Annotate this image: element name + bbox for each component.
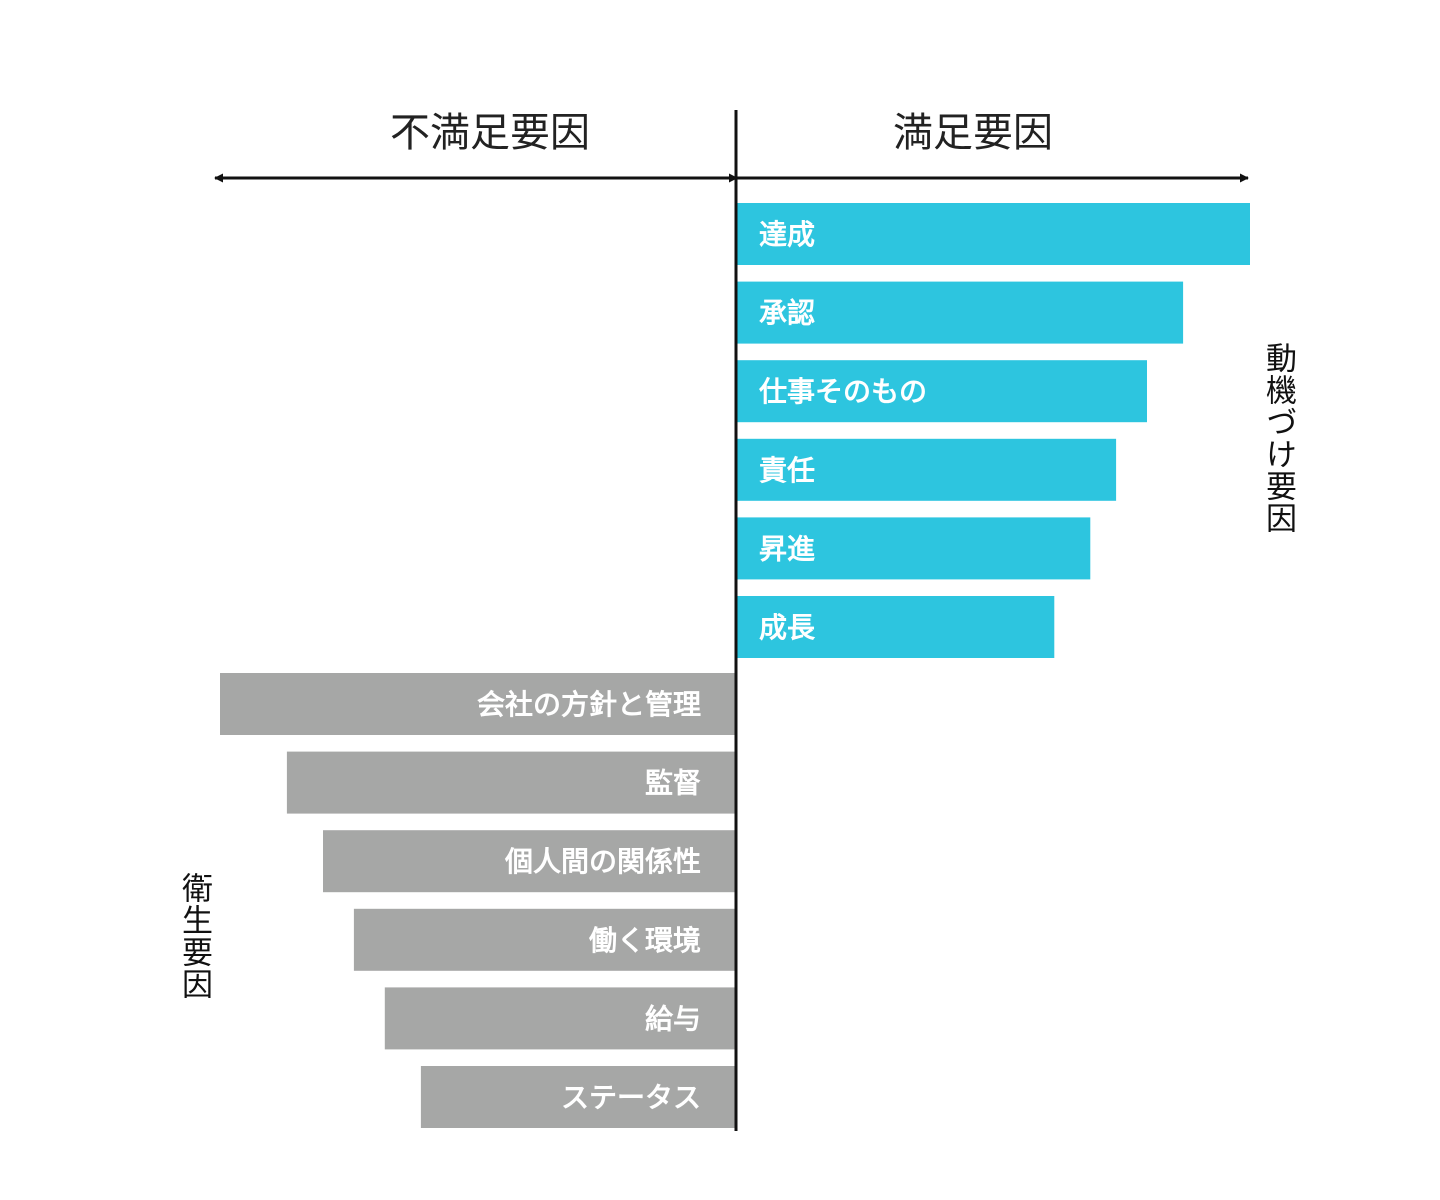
satisfier-header: 満足要因: [893, 110, 1053, 156]
bar-label-hygiene-5: 給与: [645, 1002, 701, 1035]
bar-motivator-5: [735, 517, 1091, 580]
bar-hygiene-5: [384, 987, 735, 1050]
bar-label-motivator-6: 成長: [759, 611, 816, 644]
bar-motivator-2: [735, 281, 1184, 344]
bar-hygiene-1: [220, 673, 735, 735]
bar-motivator-6: [735, 596, 1055, 658]
bar-hygiene-6: [420, 1066, 735, 1128]
bar-hygiene-4: [353, 908, 735, 971]
bar-label-motivator-1: 達成: [759, 218, 815, 251]
bar-label-hygiene-2: 監督: [645, 767, 701, 800]
bar-label-hygiene-6: ステータス: [561, 1081, 701, 1114]
bar-motivator-1: [735, 203, 1250, 265]
bar-hygiene-3: [323, 830, 735, 893]
bar-label-motivator-3: 仕事そのもの: [758, 375, 927, 408]
motivators-group-label: 動機づけ要因: [1260, 342, 1296, 534]
bar-label-hygiene-1: 会社の方針と管理: [477, 688, 701, 721]
bar-label-hygiene-4: 働く環境: [588, 924, 701, 957]
dissatisfier-header: 不満足要因: [390, 110, 590, 156]
bar-label-motivator-4: 責任: [759, 454, 815, 487]
hygiene-group-label: 衛生要因: [176, 872, 212, 1000]
bar-hygiene-2: [286, 751, 735, 814]
bars-layer: 達成承認仕事そのもの責任昇進成長会社の方針と管理監督個人間の関係性働く環境給与ス…: [220, 203, 1250, 1128]
bar-label-motivator-2: 承認: [759, 297, 815, 330]
bar-motivator-4: [735, 438, 1117, 501]
bar-label-hygiene-3: 個人間の関係性: [504, 845, 701, 878]
bar-motivator-3: [735, 360, 1147, 423]
bar-label-motivator-5: 昇進: [759, 532, 815, 565]
